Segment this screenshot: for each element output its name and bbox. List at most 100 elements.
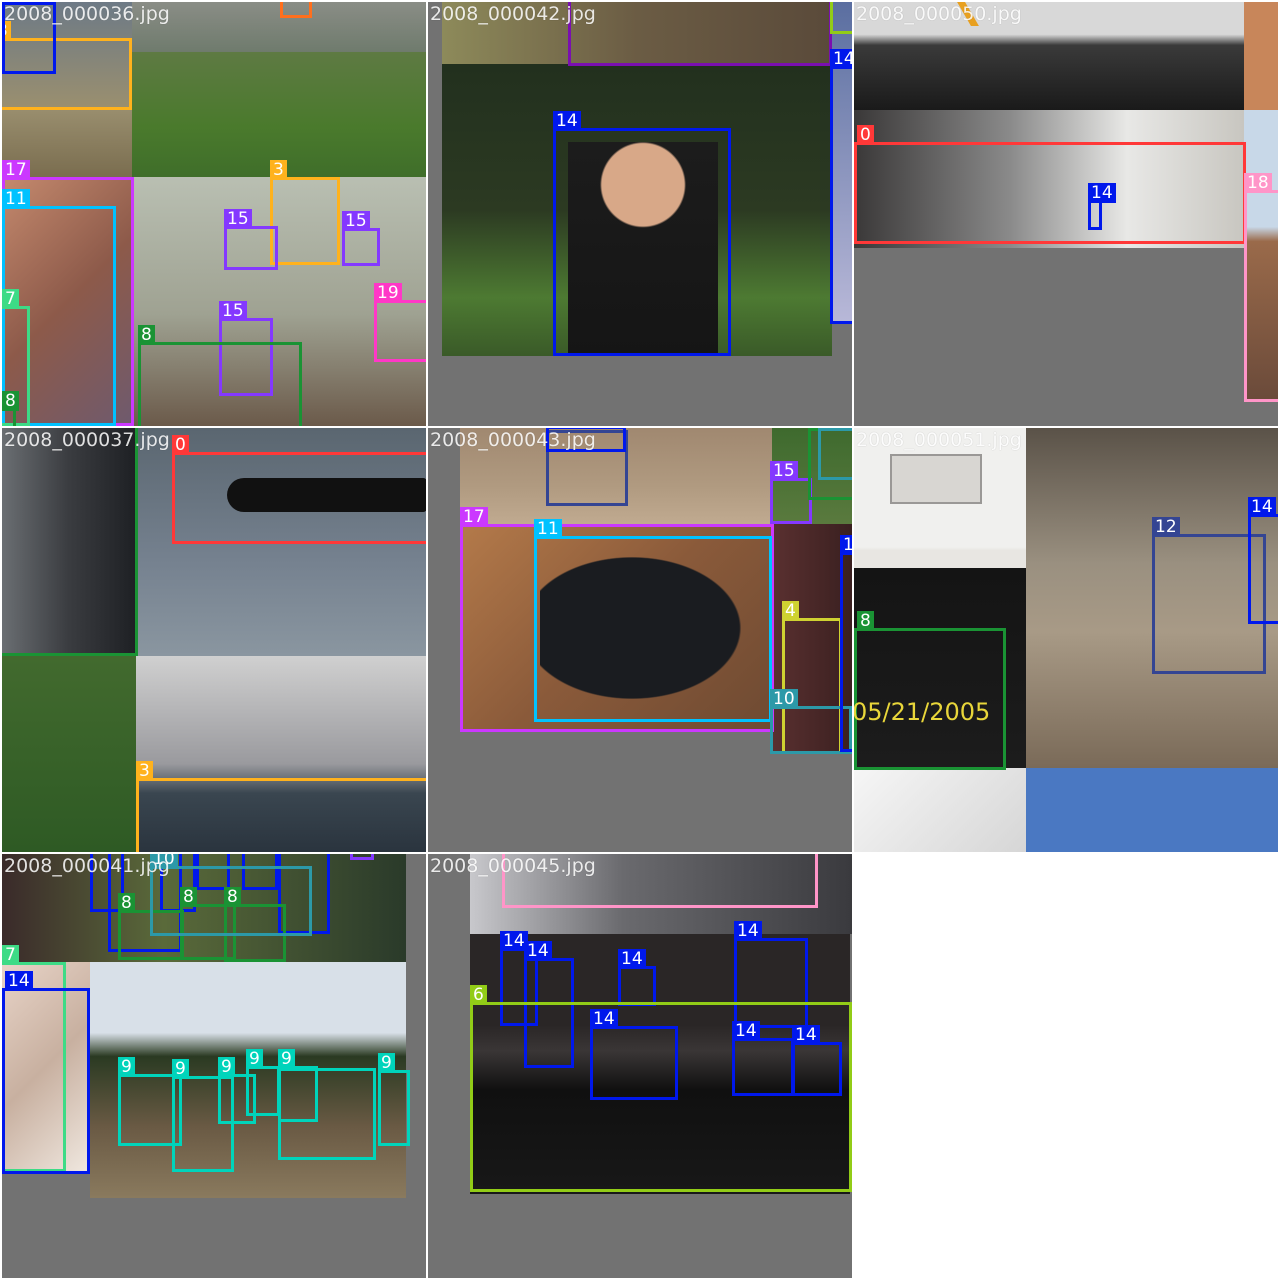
bbox-label: 14 bbox=[546, 428, 574, 429]
bbox-potted-plant: 15 bbox=[350, 854, 374, 860]
bbox-label: 15 bbox=[219, 301, 247, 321]
bbox-label: 3 bbox=[270, 160, 287, 180]
bbox-label: 14 bbox=[1088, 183, 1116, 203]
bbox-boat: 3 bbox=[270, 160, 340, 265]
bbox-car: 6 bbox=[470, 985, 852, 1192]
bbox-label: 8 bbox=[2, 391, 19, 411]
bbox-person: 14 bbox=[546, 428, 626, 452]
bbox-train: 18 bbox=[1244, 173, 1278, 402]
bbox-aeroplane: 0 bbox=[172, 435, 426, 544]
bbox-label: 17 bbox=[2, 160, 30, 180]
bbox-label: 14 bbox=[1248, 497, 1276, 517]
bbox-label: 19 bbox=[374, 283, 402, 303]
bbox-chair: 8 bbox=[138, 325, 302, 426]
photo-right-strip bbox=[832, 2, 852, 322]
photo-river-boat bbox=[2, 2, 132, 177]
photo-chair-closeup bbox=[2, 428, 136, 656]
bbox-label: 14 bbox=[524, 941, 552, 961]
bbox-chair: 8 bbox=[2, 391, 19, 426]
tile-filename: 2008_000051.jpg bbox=[856, 429, 1022, 451]
bbox-label: 8 bbox=[118, 893, 135, 913]
photo-car-dashboard bbox=[854, 2, 1244, 110]
bbox-horse: 12 bbox=[1152, 517, 1266, 674]
mosaic-tile: 0 14 18 2008_000050.jpg bbox=[854, 2, 1278, 426]
bbox-label: 14 bbox=[5, 971, 33, 991]
tile-filename: 2008_000042.jpg bbox=[430, 3, 596, 25]
photo-chairs-room bbox=[2, 854, 406, 962]
bbox-cat: 7 bbox=[2, 289, 30, 426]
bbox-label: 1 bbox=[840, 535, 852, 555]
photo-green-field bbox=[132, 52, 426, 177]
bbox-person: 14 bbox=[242, 854, 278, 890]
tile-filename: 2008_000045.jpg bbox=[430, 855, 596, 877]
bbox-dining-table: 10 bbox=[150, 854, 312, 936]
bbox-dog: 17 bbox=[460, 507, 774, 732]
bbox-person: 1 bbox=[840, 535, 852, 752]
bbox-cow: 9 bbox=[218, 1057, 256, 1124]
bbox-label: 9 bbox=[278, 1049, 295, 1069]
bbox-label: 12 bbox=[1152, 517, 1180, 537]
photo-town-skyline bbox=[132, 2, 426, 52]
mosaic-tile: 05/21/2005 8 12 14 2008_000051.jpg bbox=[854, 428, 1278, 852]
photo-pottery bbox=[1244, 2, 1278, 110]
bbox-label: 9 bbox=[378, 1053, 395, 1073]
bbox-label: 11 bbox=[534, 519, 562, 539]
bbox-cow bbox=[278, 1068, 376, 1160]
bbox-person: 14 bbox=[553, 111, 731, 356]
bbox-label: 14 bbox=[792, 1025, 820, 1045]
bbox-boat: 3 bbox=[136, 761, 426, 852]
bbox-cow: 9 bbox=[378, 1053, 410, 1146]
tile-filename: 2008_000043.jpg bbox=[430, 429, 596, 451]
photo-sea-boat bbox=[136, 656, 426, 852]
bbox-person: 14 bbox=[792, 1025, 842, 1096]
bbox-label: 14 bbox=[500, 931, 528, 951]
bbox-potted-plant: 15 bbox=[770, 461, 812, 524]
bbox-train: 18 bbox=[502, 854, 818, 908]
bbox-tv-monitor: 19 bbox=[374, 283, 426, 362]
bbox-animal bbox=[568, 2, 832, 66]
bbox-label: 15 bbox=[770, 461, 798, 481]
bbox-person: 14 bbox=[1088, 183, 1116, 230]
photo-street-car bbox=[470, 934, 850, 1194]
bbox-label: 18 bbox=[1244, 173, 1272, 193]
bbox-chair bbox=[2, 428, 138, 656]
mosaic-tile: 0 3 2008_000037.jpg bbox=[2, 428, 426, 852]
bbox-label: 7 bbox=[2, 945, 19, 965]
bbox-label: 4 bbox=[782, 601, 799, 621]
bbox-cow: 9 bbox=[246, 1049, 280, 1116]
bbox-label: 8 bbox=[224, 887, 241, 907]
bbox-person: 14 bbox=[1248, 497, 1278, 624]
mosaic-tile: 18 14 14 14 14 6 14 14 14 2008_000045.jp… bbox=[428, 854, 852, 1278]
bbox-label: 9 bbox=[218, 1057, 235, 1077]
bbox-label: 9 bbox=[118, 1057, 135, 1077]
bbox-cat: 7 bbox=[2, 945, 66, 1172]
bbox-label: 8 bbox=[808, 428, 825, 431]
photo-black-chair bbox=[854, 568, 1026, 768]
bbox-dining-table: 10 bbox=[818, 428, 852, 480]
bulldog-body bbox=[540, 538, 770, 718]
bbox-label: 9 bbox=[172, 1059, 189, 1079]
bbox-label: 8 bbox=[857, 611, 874, 631]
bbox-label: 14 bbox=[734, 921, 762, 941]
bbox-dining-table: 10 bbox=[770, 689, 852, 754]
bbox-cow: 9 bbox=[118, 1057, 182, 1146]
date-stamp: 05/21/2005 bbox=[854, 698, 991, 726]
bbox-person: 14 bbox=[196, 854, 230, 890]
bbox-label: 0 bbox=[172, 435, 189, 455]
bbox-label: 0 bbox=[857, 125, 874, 145]
photo-train bbox=[1244, 110, 1278, 402]
airplane-silhouette bbox=[227, 478, 426, 512]
photo-dog-blanket bbox=[2, 177, 134, 426]
photo-sky-blue bbox=[1026, 768, 1278, 852]
bbox-label: 10 bbox=[150, 854, 178, 869]
photo-microwave bbox=[890, 454, 982, 504]
photo-animal-fur bbox=[442, 2, 832, 64]
photo-hangar-jet bbox=[854, 110, 1244, 248]
bbox-object bbox=[280, 2, 312, 18]
bbox-label: 14 bbox=[830, 49, 852, 69]
bbox-cow: 9 bbox=[172, 1059, 234, 1172]
bbox-dog: 11 bbox=[534, 519, 772, 722]
mosaic-tile: 14 14 2008_000042.jpg bbox=[428, 2, 852, 426]
bbox-potted-plant: 15 bbox=[342, 211, 380, 266]
bbox-label: 10 bbox=[770, 689, 798, 709]
